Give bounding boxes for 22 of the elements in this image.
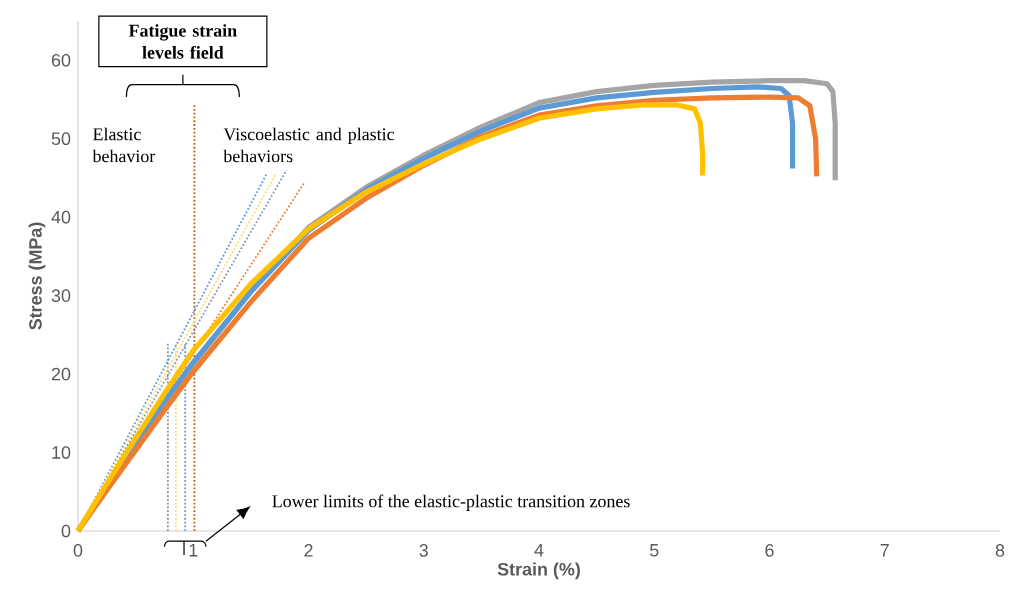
x-tick-label: 4 bbox=[534, 544, 544, 557]
x-tick-label: 1 bbox=[189, 544, 198, 557]
annotation: Viscoelastic and plastic behaviors bbox=[223, 127, 395, 163]
x-tick-label: 7 bbox=[880, 544, 889, 557]
y-tick-label: 30 bbox=[51, 289, 71, 302]
y-tick-label: 10 bbox=[52, 446, 71, 459]
x-tick-label: 6 bbox=[765, 544, 774, 557]
x-tick-label: 2 bbox=[304, 544, 313, 557]
y-axis-title: Stress (MPa) bbox=[28, 222, 46, 330]
y-tick-label: 60 bbox=[51, 53, 71, 67]
x-tick-label: 8 bbox=[995, 544, 1005, 557]
y-tick-label: 0 bbox=[61, 524, 71, 538]
annotation: Fatigue strain levels field bbox=[128, 24, 237, 59]
y-tick-label: 50 bbox=[51, 132, 71, 146]
y-tick-label: 40 bbox=[51, 210, 71, 224]
annotation: Elastic behavior bbox=[92, 127, 156, 163]
annotation: Lower limits of the elastic-plastic transition zones bbox=[272, 494, 630, 511]
x-tick-label: 5 bbox=[649, 544, 659, 557]
x-axis-title: Strain (%) bbox=[497, 562, 580, 580]
x-tick-label: 0 bbox=[73, 544, 83, 557]
y-tick-label: 20 bbox=[51, 367, 71, 381]
x-tick-label: 3 bbox=[419, 544, 428, 557]
